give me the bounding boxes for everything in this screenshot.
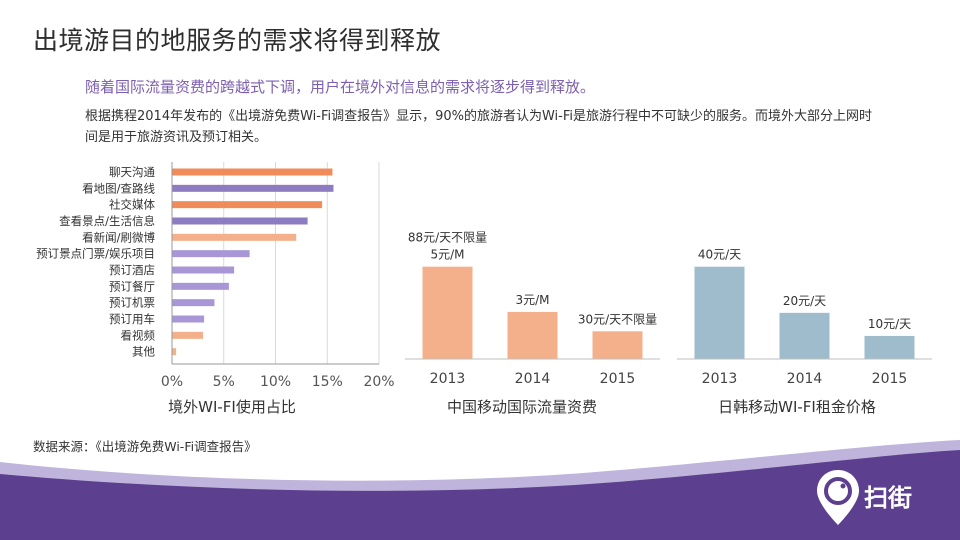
category-label: 看新闻/刷微博	[82, 230, 155, 244]
bar	[592, 331, 643, 359]
category-label: 预订机票	[109, 296, 155, 310]
bar	[172, 201, 323, 209]
data-label: 88元/天不限量	[408, 231, 487, 245]
category-label: 聊天沟通	[109, 165, 155, 179]
x-tick-label: 2014	[787, 371, 823, 387]
data-label: 10元/天	[868, 317, 911, 331]
bar	[172, 299, 215, 307]
x-tick-label: 2014	[515, 371, 551, 387]
x-tick-label: 5%	[213, 374, 235, 390]
bar	[172, 348, 177, 356]
page-subtitle: 随着国际流量资费的跨越式下调，用户在境外对信息的需求将逐步得到释放。	[85, 78, 596, 96]
data-source: 数据来源：《出境游免费Wi-Fi调查报告》	[33, 439, 257, 454]
data-label: 5元/M	[430, 248, 464, 262]
category-label: 其他	[132, 345, 155, 359]
category-label: 预订景点门票/娱乐项目	[36, 247, 155, 261]
category-label: 看视频	[121, 328, 156, 342]
data-label: 40元/天	[698, 248, 741, 262]
bar	[507, 311, 558, 359]
category-label: 查看景点/生活信息	[59, 214, 155, 228]
bar	[172, 250, 250, 258]
category-label: 预订用车	[109, 312, 155, 326]
x-tick-label: 2013	[702, 371, 738, 387]
body-paragraph: 根据携程2014年发布的《出境游免费Wi-Fi调查报告》显示，90%的旅游者认为…	[85, 109, 873, 145]
x-tick-label: 0%	[161, 374, 183, 390]
x-tick-label: 2013	[430, 371, 466, 387]
chart-title: 中国移动国际流量资费	[447, 398, 597, 416]
data-label: 3元/M	[515, 293, 549, 307]
bar	[172, 282, 229, 290]
category-label: 看地图/查路线	[82, 181, 155, 195]
category-label: 预订酒店	[109, 263, 155, 277]
footer-wave	[0, 440, 960, 540]
x-tick-label: 2015	[872, 371, 908, 387]
x-tick-label: 10%	[260, 374, 291, 390]
category-label: 预订餐厅	[109, 279, 155, 293]
brand-name: 扫街	[864, 484, 912, 512]
bar	[172, 266, 235, 274]
bar	[172, 168, 333, 176]
page-title: 出境游目的地服务的需求将得到释放	[33, 26, 442, 55]
category-label: 社交媒体	[109, 198, 155, 212]
location-pin-smile-icon	[817, 470, 859, 525]
bar	[172, 217, 308, 225]
bar	[172, 315, 205, 323]
bar	[172, 233, 297, 241]
x-tick-label: 20%	[363, 374, 394, 390]
chart-title: 境外WI-FI使用占比	[168, 398, 296, 416]
data-label: 30元/天不限量	[578, 312, 657, 326]
bar	[779, 312, 830, 359]
x-tick-label: 15%	[312, 374, 343, 390]
bar	[864, 335, 915, 359]
bar	[172, 184, 334, 192]
bar	[422, 266, 473, 359]
data-label: 20元/天	[783, 294, 826, 308]
bar	[694, 266, 745, 359]
chart-title: 日韩移动WI-FI租金价格	[718, 398, 876, 416]
x-tick-label: 2015	[600, 371, 636, 387]
bar	[172, 331, 204, 339]
